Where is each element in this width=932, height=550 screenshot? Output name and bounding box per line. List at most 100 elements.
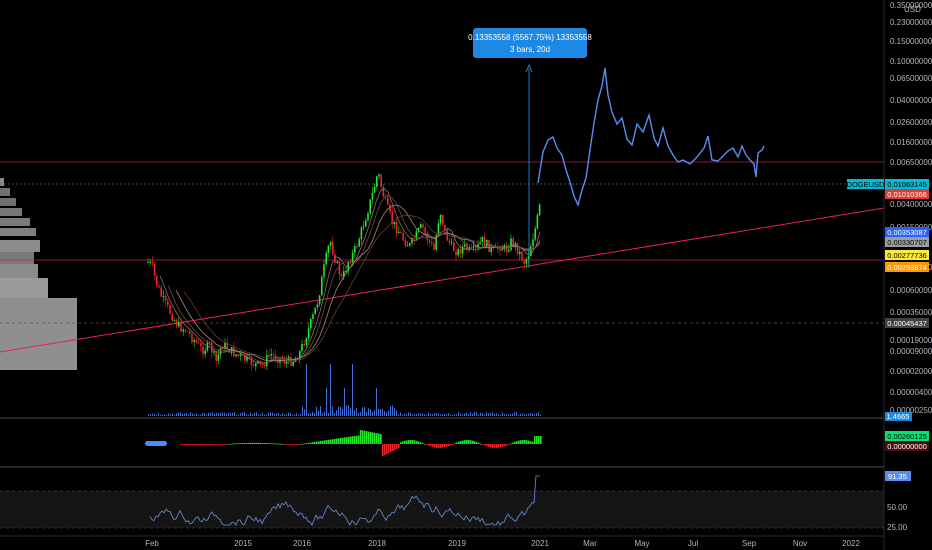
volume-bar [154, 413, 155, 416]
volume-bar [356, 407, 357, 416]
macd-bar [442, 444, 444, 448]
candle-body [325, 253, 327, 265]
macd-bar [538, 436, 540, 444]
macd-bar [500, 444, 502, 448]
candle-body [153, 263, 156, 276]
volume-bar [250, 412, 251, 416]
macd-bar [420, 442, 422, 444]
volume-bar [526, 414, 527, 416]
volume-bar [254, 413, 255, 416]
price-tick-label: 0.00035000 [890, 308, 932, 317]
volume-bar [294, 414, 295, 416]
volume-bar [216, 413, 217, 416]
volume-bar [370, 409, 371, 416]
candle-body [420, 224, 422, 229]
macd-bar [462, 440, 464, 444]
volume-bar [354, 410, 355, 416]
macd-bar [398, 444, 400, 448]
trend-line[interactable] [0, 207, 885, 353]
candle-body [453, 242, 455, 252]
candle-body [538, 204, 541, 216]
macd-bar [512, 442, 514, 444]
volume-bar [182, 413, 183, 416]
volume-bar [204, 413, 205, 416]
macd-bar [320, 441, 322, 444]
volume-bar [166, 414, 167, 416]
price-tick-label: 0.06500000 [890, 74, 932, 83]
macd-bar [336, 438, 338, 444]
candle-body [365, 220, 367, 227]
macd-bar [202, 444, 204, 446]
candle-body [310, 319, 312, 329]
candle-body [323, 264, 325, 277]
macd-bar [242, 443, 244, 444]
macd-bar [230, 443, 232, 445]
macd-bar [316, 441, 318, 444]
macd-bar [182, 444, 184, 445]
candle-body [248, 356, 250, 358]
volume-bar [200, 414, 201, 416]
macd-bar [280, 443, 282, 445]
volume-bar [414, 414, 415, 416]
volume-bar [472, 413, 473, 416]
candle-body [263, 364, 266, 367]
volume-value-label: 1.4665 [885, 412, 912, 421]
moving-average-line [175, 204, 541, 361]
macd-bar [228, 443, 230, 445]
volume-bar [304, 409, 305, 416]
price-axis[interactable]: USD 0.35000000 0.23000000 0.15000000 0.1000… [883, 0, 932, 550]
macd-label-bg [885, 441, 929, 451]
volume-bar [292, 414, 293, 416]
macd-bar [424, 443, 426, 445]
price-label: 0.00045437 [887, 319, 927, 328]
volume-bar [458, 412, 459, 416]
volume-bar [236, 414, 237, 416]
volume-bar [262, 412, 263, 416]
macd-bar [200, 444, 202, 446]
candle-body [175, 320, 178, 327]
macd-bar [464, 440, 466, 444]
date-tick-label: Nov [793, 539, 807, 548]
date-axis[interactable]: Feb 2015 2016 2018 2019 2021 Mar May Jul Sep Nov 20… [145, 539, 860, 548]
macd-bar [254, 442, 256, 444]
candle-body [450, 242, 453, 244]
volume-bar [312, 411, 313, 416]
candle-body [431, 242, 433, 244]
macd-bar [338, 438, 340, 444]
candle-body [182, 329, 184, 332]
volume-bar [478, 414, 479, 416]
price-tick-label: 0.00000400 [890, 388, 932, 397]
macd-bar [222, 444, 224, 445]
volume-bar [392, 405, 393, 416]
macd-bar [368, 431, 370, 444]
volume-bar [500, 414, 501, 416]
candle-body [428, 240, 431, 243]
candle-body [211, 342, 213, 353]
candle-body [277, 359, 279, 363]
volume-bar [176, 413, 177, 416]
candle-body [200, 343, 202, 347]
macd-label: 0.00260125 [887, 432, 927, 441]
volume-bar [522, 413, 523, 416]
macd-bar [272, 443, 274, 445]
macd-bar [306, 443, 308, 444]
volume-bar [270, 412, 271, 416]
candle-body [439, 214, 442, 224]
volume-bar [220, 412, 221, 416]
volume-bar [212, 412, 213, 416]
volume-bar [360, 412, 361, 416]
macd-bar [482, 444, 484, 445]
macd-bar [264, 442, 266, 444]
rsi-line [149, 475, 540, 526]
price-tick-label: 0.00400000 [890, 200, 932, 209]
candle-body [283, 360, 286, 364]
moving-average-line [183, 214, 541, 361]
candle-body [422, 224, 424, 228]
volume-bar [222, 412, 223, 416]
tooltip-line2: 3 bars, 20d [510, 45, 550, 54]
candle-body [472, 245, 475, 248]
candle-body [415, 231, 418, 240]
candle-body [481, 236, 484, 242]
candle-body [475, 245, 477, 248]
